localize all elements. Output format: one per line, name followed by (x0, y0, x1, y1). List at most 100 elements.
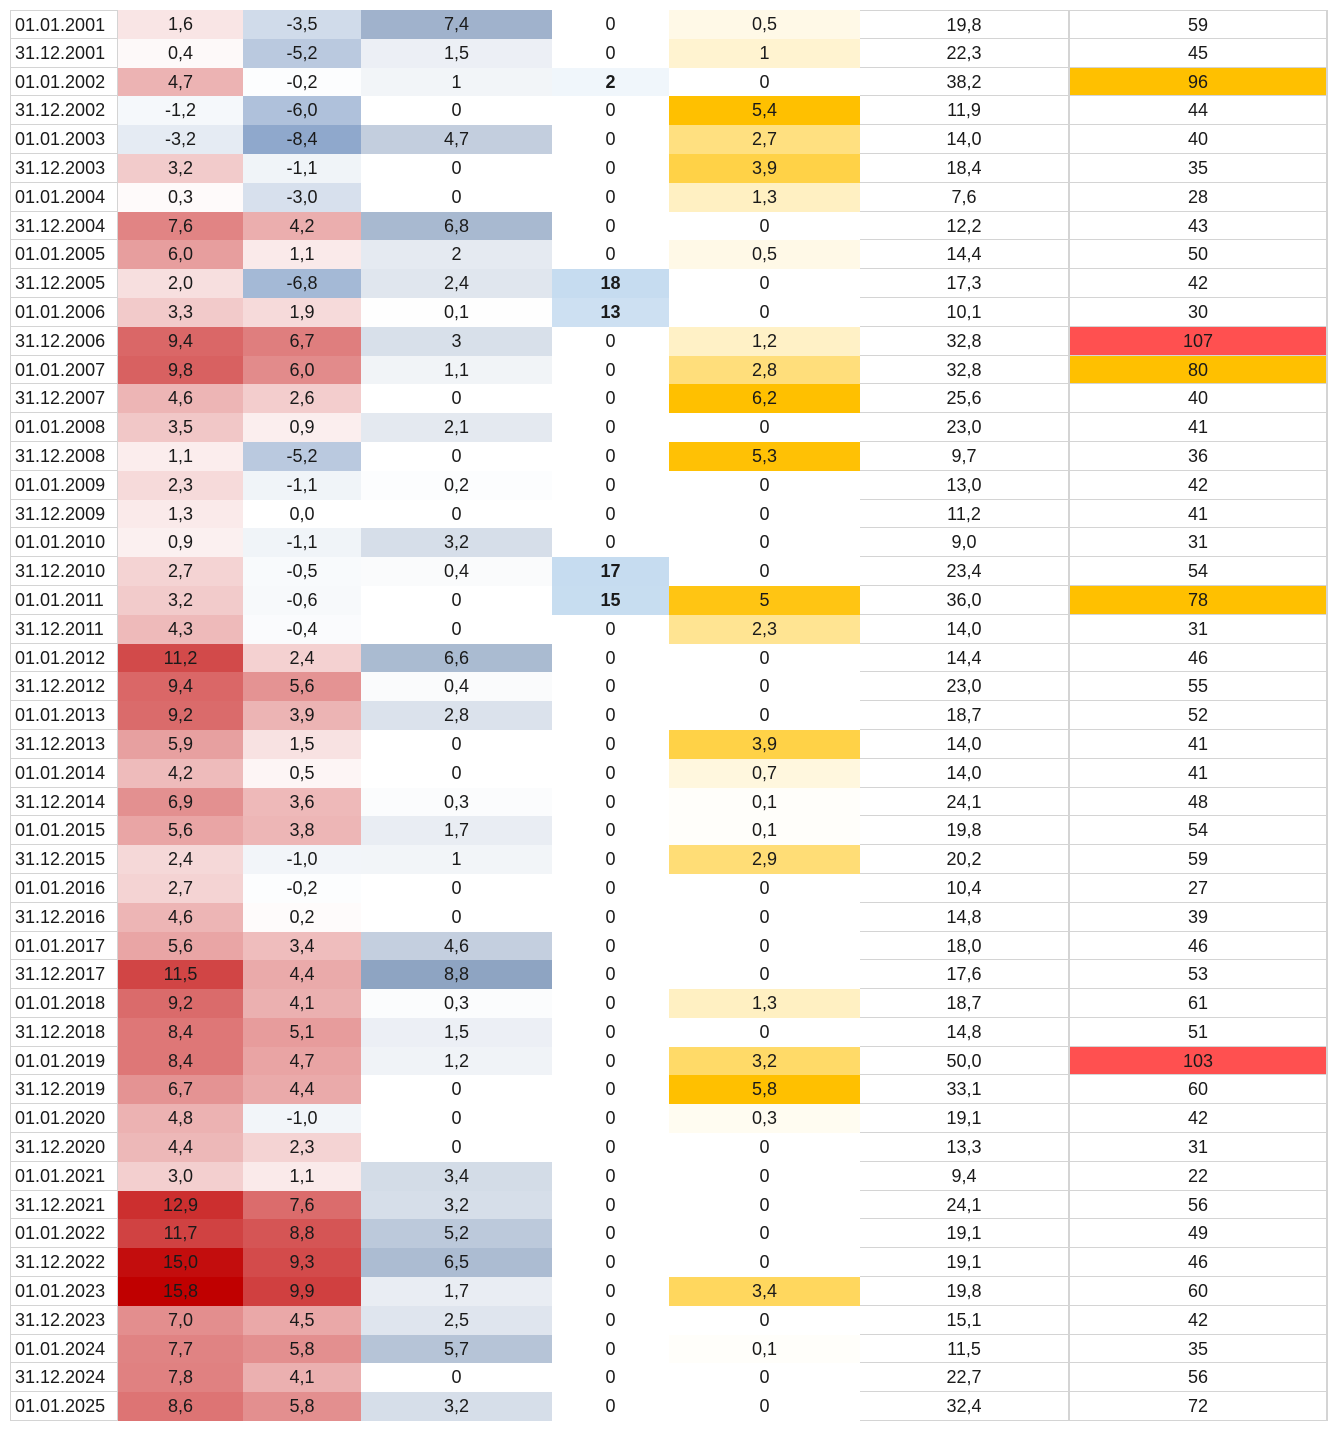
cell-temp-min[interactable]: 3,4 (243, 931, 361, 961)
cell-value-e[interactable]: 0,5 (669, 10, 860, 39)
cell-temp-max[interactable]: 3,0 (118, 1161, 243, 1191)
cell-value-e[interactable]: 2,7 (669, 125, 860, 154)
cell-value-g[interactable]: 40 (1070, 125, 1328, 154)
cell-value-e[interactable]: 1 (669, 38, 860, 68)
cell-value-e[interactable]: 5,8 (669, 1075, 860, 1105)
cell-value-f[interactable]: 23,0 (860, 672, 1070, 702)
cell-value-d[interactable]: 0 (605, 1223, 616, 1244)
cell-value-c[interactable]: 1,7 (361, 816, 552, 846)
cell-value-d[interactable]: 0 (605, 1367, 616, 1388)
cell-date[interactable]: 01.01.2006 (10, 297, 118, 327)
cell-value-g[interactable]: 40 (1070, 384, 1328, 414)
cell-temp-min[interactable]: 1,1 (243, 1161, 361, 1191)
cell-value-f[interactable]: 50,0 (860, 1046, 1070, 1076)
cell-value-d[interactable]: 0 (605, 1108, 616, 1129)
cell-value-d[interactable]: 0 (605, 330, 616, 351)
cell-value-e[interactable]: 0 (759, 215, 770, 236)
cell-value-e[interactable]: 0 (759, 877, 770, 898)
cell-date[interactable]: 31.12.2014 (10, 787, 118, 817)
cell-value-f[interactable]: 18,7 (860, 989, 1070, 1018)
cell-value-c[interactable]: 7,4 (361, 10, 552, 39)
cell-temp-min[interactable]: 5,8 (243, 1392, 361, 1422)
cell-temp-min[interactable]: 2,3 (243, 1133, 361, 1162)
cell-value-c[interactable]: 1,2 (361, 1046, 552, 1076)
cell-date[interactable]: 31.12.2021 (10, 1190, 118, 1220)
cell-temp-min[interactable]: 3,9 (243, 701, 361, 730)
cell-date[interactable]: 31.12.2009 (10, 499, 118, 529)
cell-value-d[interactable]: 0 (605, 359, 616, 380)
cell-value-f[interactable]: 14,8 (860, 902, 1070, 932)
cell-value-e[interactable]: 0,1 (669, 787, 860, 817)
cell-value-g[interactable]: 52 (1070, 701, 1328, 730)
cell-temp-max[interactable]: 8,4 (118, 1046, 243, 1076)
cell-value-g[interactable]: 42 (1070, 269, 1328, 298)
cell-value-c[interactable]: 0 (451, 186, 462, 207)
cell-value-d[interactable]: 0 (605, 733, 616, 754)
cell-value-e[interactable]: 0 (759, 1021, 770, 1042)
cell-value-g[interactable]: 46 (1070, 1248, 1328, 1278)
cell-date[interactable]: 01.01.2022 (10, 1219, 118, 1249)
cell-value-f[interactable]: 11,5 (860, 1334, 1070, 1364)
cell-temp-max[interactable]: 11,5 (118, 960, 243, 990)
cell-value-c[interactable]: 4,7 (361, 125, 552, 154)
cell-value-c[interactable]: 2,4 (361, 269, 552, 298)
cell-value-d[interactable]: 0 (605, 1021, 616, 1042)
cell-value-d[interactable]: 0 (605, 417, 616, 438)
cell-value-e[interactable]: 0,1 (669, 816, 860, 846)
cell-value-f[interactable]: 19,8 (860, 1277, 1070, 1306)
cell-value-e[interactable]: 2,3 (669, 614, 860, 644)
cell-date[interactable]: 01.01.2013 (10, 701, 118, 730)
cell-value-f[interactable]: 24,1 (860, 787, 1070, 817)
cell-value-d[interactable]: 0 (605, 186, 616, 207)
cell-value-e[interactable]: 0,1 (669, 1334, 860, 1364)
cell-temp-max[interactable]: 9,4 (118, 672, 243, 702)
cell-value-e[interactable]: 0 (759, 273, 770, 294)
cell-value-e[interactable]: 0 (759, 1194, 770, 1215)
cell-date[interactable]: 31.12.2006 (10, 326, 118, 356)
cell-value-d[interactable]: 0 (605, 42, 616, 63)
cell-temp-max[interactable]: 4,6 (118, 384, 243, 414)
cell-value-d[interactable]: 0 (605, 388, 616, 409)
cell-value-g[interactable]: 59 (1070, 10, 1328, 39)
cell-value-d[interactable]: 0 (605, 705, 616, 726)
cell-value-f[interactable]: 14,0 (860, 125, 1070, 154)
cell-value-e[interactable]: 3,4 (669, 1277, 860, 1306)
cell-temp-min[interactable]: 1,9 (243, 297, 361, 327)
cell-date[interactable]: 01.01.2021 (10, 1161, 118, 1191)
cell-temp-min[interactable]: -1,1 (243, 470, 361, 500)
cell-value-c[interactable]: 1,1 (361, 355, 552, 385)
cell-value-e[interactable]: 0 (759, 532, 770, 553)
cell-value-d[interactable]: 0 (605, 964, 616, 985)
cell-value-c[interactable]: 3,2 (361, 528, 552, 558)
cell-value-g[interactable]: 41 (1070, 413, 1328, 442)
cell-temp-max[interactable]: 2,7 (118, 873, 243, 903)
cell-temp-min[interactable]: 0,9 (243, 413, 361, 442)
cell-date[interactable]: 31.12.2022 (10, 1248, 118, 1278)
cell-value-c[interactable]: 0 (451, 388, 462, 409)
cell-value-c[interactable]: 0,3 (361, 787, 552, 817)
cell-value-e[interactable]: 0 (759, 301, 770, 322)
cell-temp-min[interactable]: 4,4 (243, 1075, 361, 1105)
cell-temp-min[interactable]: 0,5 (243, 758, 361, 788)
cell-value-g[interactable]: 45 (1070, 38, 1328, 68)
cell-value-c[interactable]: 0,3 (361, 989, 552, 1018)
cell-temp-max[interactable]: 3,3 (118, 297, 243, 327)
cell-value-f[interactable]: 9,7 (860, 441, 1070, 471)
cell-temp-max[interactable]: 1,3 (118, 499, 243, 529)
cell-value-d[interactable]: 0 (605, 1079, 616, 1100)
cell-date[interactable]: 31.12.2018 (10, 1017, 118, 1047)
cell-value-g[interactable]: 41 (1070, 729, 1328, 759)
cell-value-f[interactable]: 24,1 (860, 1190, 1070, 1220)
cell-value-f[interactable]: 33,1 (860, 1075, 1070, 1105)
cell-temp-max[interactable]: 4,2 (118, 758, 243, 788)
cell-value-c[interactable]: 0 (451, 618, 462, 639)
cell-value-g[interactable]: 48 (1070, 787, 1328, 817)
cell-value-g[interactable]: 56 (1070, 1190, 1328, 1220)
cell-value-e[interactable]: 0,3 (669, 1104, 860, 1134)
cell-date[interactable]: 01.01.2004 (10, 182, 118, 212)
cell-value-d[interactable]: 0 (605, 1309, 616, 1330)
cell-value-d[interactable]: 0 (605, 1396, 616, 1417)
cell-date[interactable]: 01.01.2005 (10, 240, 118, 270)
cell-value-d[interactable]: 0 (605, 129, 616, 150)
cell-value-f[interactable]: 14,8 (860, 1017, 1070, 1047)
